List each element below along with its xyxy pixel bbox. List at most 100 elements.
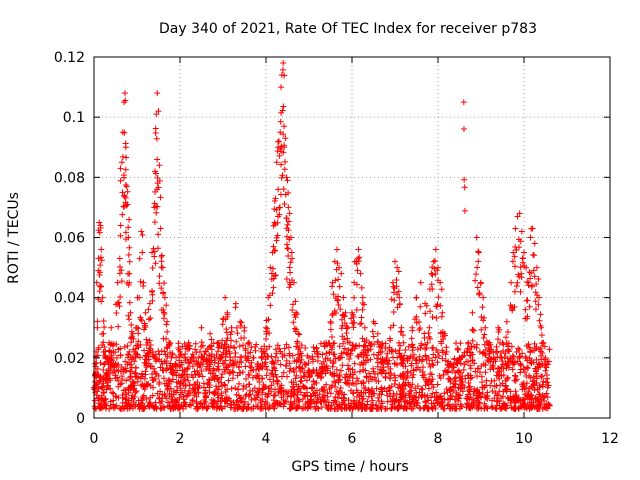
- data-point: [233, 324, 240, 331]
- data-point: [424, 339, 431, 346]
- data-point: [459, 373, 466, 380]
- data-point: [257, 397, 264, 404]
- data-point: [180, 405, 187, 412]
- data-point: [311, 381, 318, 388]
- data-point: [189, 354, 196, 361]
- data-point: [244, 340, 251, 347]
- data-point: [327, 342, 334, 349]
- data-point: [461, 207, 468, 214]
- data-point: [533, 373, 540, 380]
- data-point: [309, 353, 316, 360]
- data-point: [94, 324, 101, 331]
- data-point: [384, 392, 391, 399]
- data-point: [281, 166, 288, 173]
- data-point: [470, 327, 477, 334]
- data-point: [284, 177, 291, 184]
- data-point: [92, 405, 99, 412]
- data-point: [503, 388, 510, 395]
- data-point: [478, 373, 485, 380]
- data-point: [281, 352, 288, 359]
- data-point: [149, 249, 156, 256]
- data-point: [400, 339, 407, 346]
- data-point: [204, 363, 211, 370]
- data-point: [341, 405, 348, 412]
- data-point: [289, 255, 296, 262]
- data-point: [527, 234, 534, 241]
- data-point: [373, 355, 380, 362]
- data-point: [513, 282, 520, 289]
- data-point: [237, 323, 244, 330]
- data-point: [540, 378, 547, 385]
- data-point: [164, 318, 171, 325]
- data-point: [458, 403, 465, 410]
- data-point: [270, 284, 277, 291]
- data-point: [544, 394, 551, 401]
- data-point: [178, 359, 185, 366]
- data-point: [350, 371, 357, 378]
- data-point: [511, 253, 518, 260]
- data-point: [390, 289, 397, 296]
- data-point: [225, 362, 232, 369]
- data-point: [427, 308, 434, 315]
- data-point: [161, 311, 168, 318]
- data-point: [345, 402, 352, 409]
- data-point: [460, 125, 467, 132]
- data-point: [531, 240, 538, 247]
- data-point: [185, 359, 192, 366]
- data-point: [519, 386, 526, 393]
- data-point: [117, 293, 124, 300]
- data-point: [287, 405, 294, 412]
- data-point: [140, 383, 147, 390]
- data-point: [139, 249, 146, 256]
- data-point: [297, 350, 304, 357]
- data-point: [393, 283, 400, 290]
- data-point: [495, 373, 502, 380]
- data-point: [433, 346, 440, 353]
- data-point: [156, 379, 163, 386]
- data-point: [102, 401, 109, 408]
- data-point: [198, 324, 205, 331]
- data-point: [233, 391, 240, 398]
- data-point: [523, 264, 530, 271]
- data-point: [517, 288, 524, 295]
- data-point: [526, 385, 533, 392]
- data-point: [118, 380, 125, 387]
- data-point: [520, 396, 527, 403]
- data-point: [327, 390, 334, 397]
- data-point: [113, 309, 120, 316]
- data-point: [473, 344, 480, 351]
- data-point: [511, 377, 518, 384]
- data-point: [116, 270, 123, 277]
- data-point: [152, 399, 159, 406]
- data-point: [223, 326, 230, 333]
- data-point: [150, 377, 157, 384]
- data-point: [535, 402, 542, 409]
- data-point: [287, 365, 294, 372]
- data-point: [333, 246, 340, 253]
- data-point: [500, 372, 507, 379]
- data-point: [425, 330, 432, 337]
- data-point: [158, 252, 165, 259]
- data-point: [358, 320, 365, 327]
- data-point: [516, 353, 523, 360]
- data-point: [481, 331, 488, 338]
- data-point: [346, 355, 353, 362]
- data-point: [163, 335, 170, 342]
- data-point: [94, 318, 101, 325]
- data-point: [166, 390, 173, 397]
- data-point: [312, 389, 319, 396]
- chart-title: Day 340 of 2021, Rate Of TEC Index for r…: [159, 21, 537, 37]
- data-point: [433, 315, 440, 322]
- data-point: [454, 360, 461, 367]
- data-point: [204, 381, 211, 388]
- data-point: [282, 135, 289, 142]
- data-point: [515, 244, 522, 251]
- data-point: [481, 350, 488, 357]
- data-point: [375, 352, 382, 359]
- data-point: [262, 391, 269, 398]
- data-point: [110, 348, 117, 355]
- data-point: [317, 398, 324, 405]
- data-point: [414, 399, 421, 406]
- data-point: [192, 346, 199, 353]
- data-point: [135, 338, 142, 345]
